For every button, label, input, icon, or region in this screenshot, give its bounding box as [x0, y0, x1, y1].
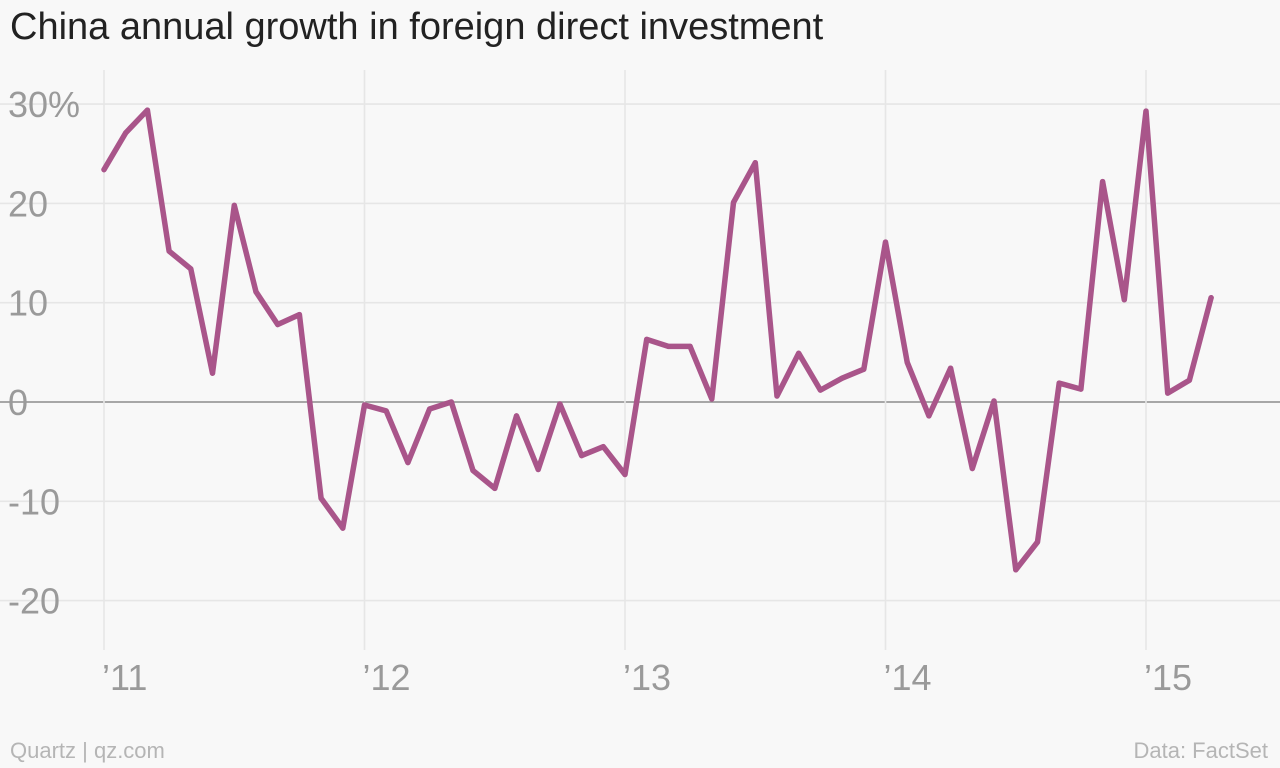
- data-point: [1165, 390, 1171, 396]
- footer-credit: Quartz | qz.com: [10, 738, 165, 763]
- y-tick-label: -20: [8, 581, 60, 622]
- data-point: [231, 202, 237, 208]
- x-tick-label: ’14: [884, 657, 932, 698]
- data-point: [1078, 386, 1084, 392]
- data-point: [405, 459, 411, 466]
- data-point: [340, 525, 346, 531]
- data-point: [1056, 380, 1062, 386]
- data-point: [253, 289, 259, 295]
- data-point: [600, 444, 606, 450]
- data-point: [1034, 539, 1041, 545]
- data-point: [622, 471, 628, 478]
- data-point: [904, 359, 910, 365]
- x-tick-label: ’12: [363, 657, 411, 698]
- data-point: [1013, 567, 1019, 573]
- data-point: [101, 167, 107, 173]
- data-point: [557, 401, 563, 407]
- gridlines: [0, 70, 1280, 650]
- data-point: [948, 365, 954, 371]
- data-point: [448, 399, 454, 405]
- data-point: [188, 266, 194, 272]
- data-point: [709, 396, 715, 402]
- data-point: [578, 453, 585, 459]
- data-point: [1186, 377, 1193, 383]
- data-point: [296, 312, 302, 318]
- data-point: [839, 375, 845, 381]
- data-point: [209, 370, 216, 376]
- y-tick-label: 10: [8, 283, 48, 324]
- data-point: [275, 321, 281, 328]
- data-point: [861, 366, 867, 372]
- data-point: [644, 336, 650, 343]
- series-layer: [101, 107, 1214, 573]
- data-point: [817, 387, 823, 393]
- data-point: [752, 160, 758, 166]
- data-point: [535, 466, 541, 473]
- data-point: [665, 343, 672, 349]
- data-point: [774, 393, 780, 399]
- y-tick-label: 20: [8, 183, 48, 224]
- x-tick-label: ’11: [102, 657, 147, 698]
- data-point: [687, 343, 693, 349]
- data-point: [166, 248, 172, 254]
- y-tick-label: 30%: [8, 84, 80, 125]
- data-point: [969, 465, 975, 472]
- footer-source: Data: FactSet: [1133, 738, 1268, 763]
- x-tick-label: ’15: [1144, 657, 1192, 698]
- data-point: [123, 130, 129, 136]
- data-point: [1121, 297, 1127, 303]
- y-tick-label: -10: [8, 481, 60, 522]
- data-point: [383, 408, 389, 414]
- x-axis-ticks: ’11 ’12 ’13 ’14 ’15: [102, 657, 1192, 698]
- series-line: [101, 107, 1214, 573]
- data-point: [1099, 178, 1106, 185]
- data-point: [470, 467, 476, 474]
- data-point: [318, 495, 324, 501]
- data-point: [882, 239, 889, 245]
- data-point: [1208, 295, 1214, 301]
- data-point: [991, 398, 997, 404]
- data-point: [796, 350, 802, 356]
- chart-title: China annual growth in foreign direct in…: [10, 6, 824, 48]
- data-point: [427, 406, 433, 412]
- data-point: [730, 199, 737, 206]
- y-tick-label: 0: [8, 382, 28, 423]
- data-point: [144, 107, 151, 113]
- x-tick-label: ’13: [623, 657, 671, 698]
- data-point: [926, 413, 932, 419]
- data-point: [1143, 108, 1149, 114]
- y-axis-ticks: 30% 20 10 0 -10 -20: [8, 84, 80, 622]
- data-point: [492, 485, 498, 491]
- data-point: [513, 413, 520, 419]
- data-point: [361, 402, 368, 408]
